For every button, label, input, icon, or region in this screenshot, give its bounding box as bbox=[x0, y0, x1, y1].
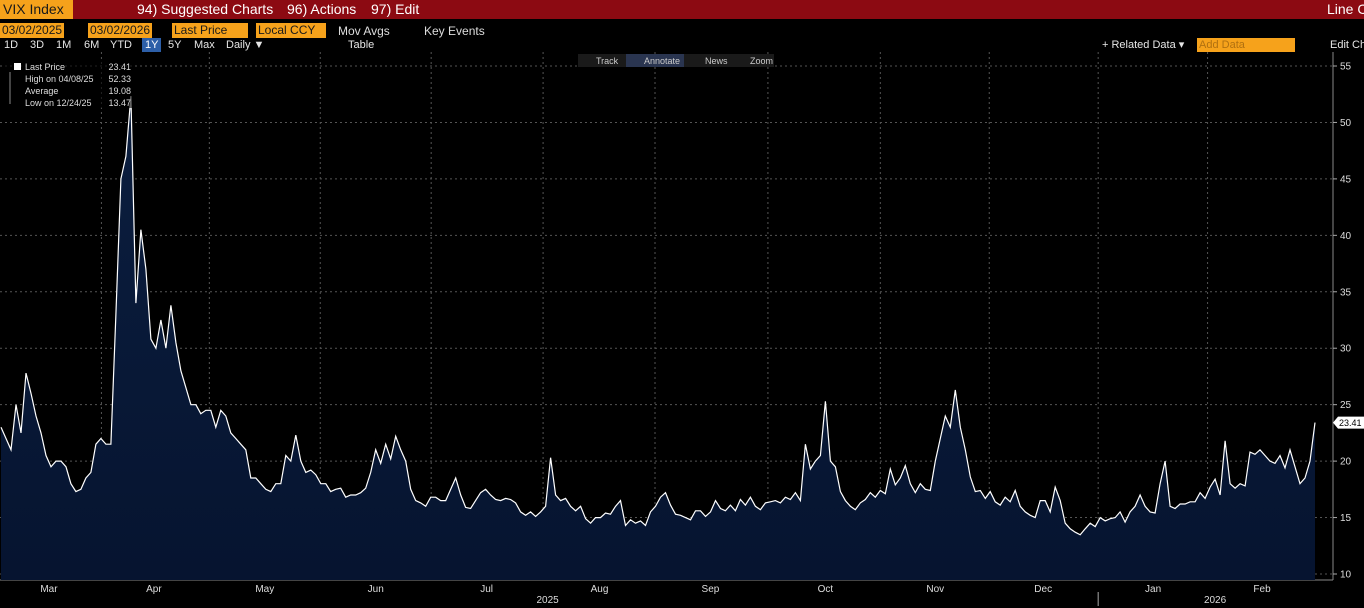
annotate-highlight bbox=[626, 54, 684, 67]
last-price-tag bbox=[1333, 416, 1364, 429]
legend-label: Low on 12/24/25 bbox=[25, 98, 92, 108]
field-select[interactable]: Last Price bbox=[172, 23, 248, 38]
x-tick-label: Aug bbox=[591, 584, 609, 595]
y-tick-label: 35 bbox=[1340, 287, 1352, 298]
y-tick-label: 40 bbox=[1340, 231, 1352, 242]
legend-label: Average bbox=[25, 86, 58, 96]
ticker-field[interactable]: VIX Index bbox=[0, 0, 73, 19]
table-button[interactable]: Table bbox=[348, 39, 375, 51]
y-tick-label: 55 bbox=[1340, 62, 1352, 73]
related-data-button[interactable]: + Related Data ▾ bbox=[1102, 39, 1185, 51]
area bbox=[1, 96, 1315, 580]
x-tick-label: Jan bbox=[1145, 584, 1161, 595]
legend-value: 23.41 bbox=[108, 62, 131, 72]
period-button[interactable]: 1Y bbox=[142, 38, 162, 52]
legend-swatch bbox=[14, 63, 21, 70]
x-tick-label: Oct bbox=[818, 584, 834, 595]
y-tick-label: 20 bbox=[1340, 457, 1352, 468]
legend-label: Last Price bbox=[25, 62, 65, 72]
legend-value: 52.33 bbox=[108, 74, 131, 84]
year-label: 2026 bbox=[1204, 595, 1227, 606]
frequency-select[interactable]: Daily ▼ bbox=[226, 39, 265, 51]
x-tick-label: Mar bbox=[40, 584, 58, 595]
period-button[interactable]: 1D bbox=[4, 39, 19, 51]
last-price-label: 23.41 bbox=[1339, 418, 1362, 428]
x-tick-label: Dec bbox=[1034, 584, 1052, 595]
y-tick-label: 15 bbox=[1340, 513, 1352, 524]
chart-tool-button[interactable]: Track bbox=[596, 56, 619, 66]
x-tick-label: Apr bbox=[146, 584, 162, 595]
x-tick-label: Feb bbox=[1253, 584, 1271, 595]
legend-value: 13.47 bbox=[108, 98, 131, 108]
key-events-toggle[interactable]: Key Events bbox=[424, 24, 485, 38]
chart-type-label[interactable]: Line C bbox=[1327, 1, 1364, 17]
y-tick-label: 25 bbox=[1340, 400, 1352, 411]
legend-box bbox=[4, 60, 132, 108]
chart-tool-button[interactable]: Zoom bbox=[750, 56, 773, 66]
x-tick-label: Jun bbox=[368, 584, 384, 595]
period-button[interactable]: YTD bbox=[110, 39, 132, 51]
period-button[interactable]: 1M bbox=[56, 39, 72, 51]
period-button[interactable]: Max bbox=[194, 39, 215, 51]
x-tick-label: Sep bbox=[702, 584, 720, 595]
y-tick-label: 10 bbox=[1340, 570, 1352, 581]
chart-tool-button[interactable]: News bbox=[705, 56, 728, 66]
y-tick-label: 50 bbox=[1340, 118, 1352, 129]
legend-value: 19.08 bbox=[108, 86, 131, 96]
year-label: 2025 bbox=[536, 595, 559, 606]
start-date[interactable]: 03/02/2025 bbox=[0, 23, 65, 38]
y-tick-label: 45 bbox=[1340, 174, 1352, 185]
period-button[interactable]: 6M bbox=[84, 39, 100, 51]
add-data-field[interactable]: Add Data bbox=[1197, 38, 1295, 52]
period-button[interactable]: 3D bbox=[30, 39, 45, 51]
x-tick-label: May bbox=[255, 584, 274, 595]
end-date[interactable]: 03/02/2026 bbox=[88, 23, 153, 38]
mov-avgs-toggle[interactable]: Mov Avgs bbox=[338, 24, 390, 38]
price-line bbox=[0, 96, 1316, 536]
y-tick-label: 30 bbox=[1340, 344, 1352, 355]
period-button[interactable]: 5Y bbox=[168, 39, 182, 51]
legend-label: High on 04/08/25 bbox=[25, 74, 94, 84]
menu-edit[interactable]: 97) Edit bbox=[371, 1, 420, 17]
x-tick-label: Jul bbox=[480, 584, 493, 595]
edit-chart-button[interactable]: Edit Ch bbox=[1330, 39, 1364, 51]
currency-select[interactable]: Local CCY bbox=[256, 23, 326, 38]
x-tick-label: Nov bbox=[926, 584, 944, 595]
top-toolbar bbox=[0, 0, 1364, 19]
menu-actions[interactable]: 96) Actions bbox=[287, 1, 357, 17]
chart-tool-button[interactable]: Annotate bbox=[644, 56, 680, 66]
menu-suggested-charts[interactable]: 94) Suggested Charts bbox=[137, 1, 274, 17]
